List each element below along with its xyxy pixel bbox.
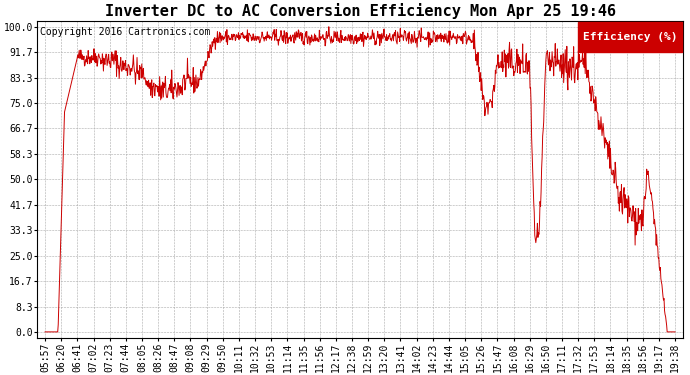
Text: Efficiency (%): Efficiency (%)	[583, 32, 678, 42]
Text: Copyright 2016 Cartronics.com: Copyright 2016 Cartronics.com	[40, 27, 210, 37]
Bar	[578, 22, 682, 53]
Title: Inverter DC to AC Conversion Efficiency Mon Apr 25 19:46: Inverter DC to AC Conversion Efficiency …	[105, 3, 615, 20]
